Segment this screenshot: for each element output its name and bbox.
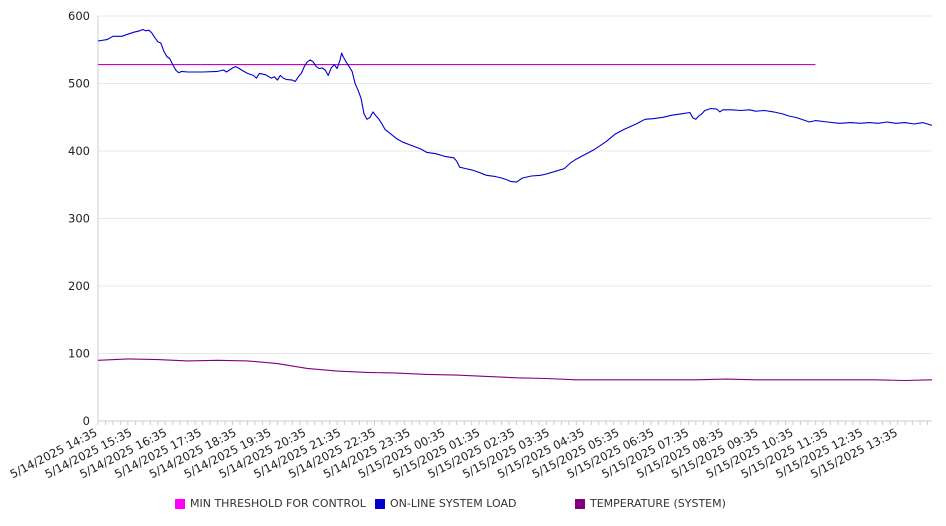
y-axis-ticks: 0 100 200 300 400 500 600 — [68, 9, 90, 428]
legend-item-online-system-load[interactable]: ON-LINE SYSTEM LOAD — [375, 497, 516, 510]
legend-label: TEMPERATURE (SYSTEM) — [590, 497, 726, 510]
legend-label: MIN THRESHOLD FOR CONTROL — [190, 497, 366, 510]
series-layer — [97, 28, 933, 382]
legend-label: ON-LINE SYSTEM LOAD — [390, 497, 517, 510]
series-online-system-load[interactable] — [97, 28, 933, 183]
legend-swatch-online-system-load — [375, 498, 385, 509]
legend-item-temperature[interactable]: TEMPERATURE (SYSTEM) — [575, 497, 726, 510]
axes — [97, 16, 932, 425]
legend-swatch-temperature — [575, 498, 585, 509]
y-tick-label: 600 — [68, 9, 90, 23]
legend: MIN THRESHOLD FOR CONTROL ON-LINE SYSTEM… — [0, 497, 946, 517]
series-temperature[interactable] — [97, 358, 933, 382]
y-tick-label: 500 — [68, 77, 90, 91]
y-tick-label: 100 — [68, 347, 90, 361]
legend-swatch-min-threshold — [175, 498, 185, 509]
y-tick-label: 400 — [68, 144, 90, 158]
y-tick-label: 200 — [68, 279, 90, 293]
grid — [98, 15, 932, 422]
y-tick-label: 0 — [83, 414, 90, 428]
legend-item-min-threshold[interactable]: MIN THRESHOLD FOR CONTROL — [175, 497, 366, 510]
x-axis-ticks: 5/14/2025 14:355/14/2025 15:355/14/2025 … — [8, 425, 900, 481]
y-tick-label: 300 — [68, 212, 90, 226]
